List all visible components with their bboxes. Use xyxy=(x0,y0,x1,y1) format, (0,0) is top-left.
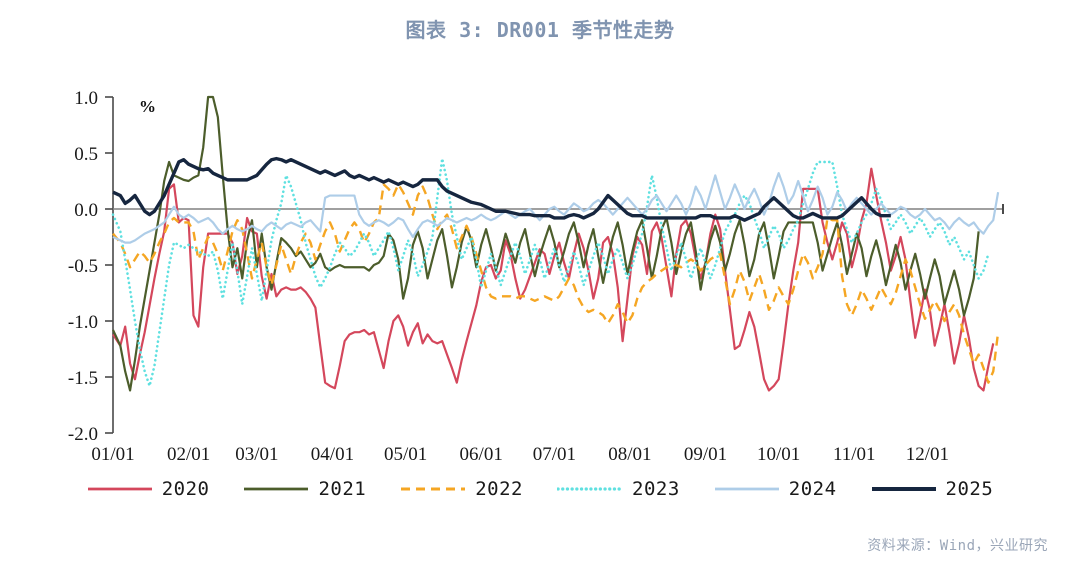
y-axis-tick-label: -0.5 xyxy=(68,256,98,277)
x-axis-tick-label: 05/01 xyxy=(384,444,427,460)
page-title: 图表 3: DR001 季节性走势 xyxy=(405,18,675,42)
plot-area: 1.0 0.5 0.0 -0.5 -1.0 -1.5 -2.0% 01/01 02/01 03/0… xyxy=(0,60,1080,460)
series-line-2022 xyxy=(112,183,1000,384)
legend-swatch-2024 xyxy=(714,487,779,491)
x-axis-tick-label: 08/01 xyxy=(608,444,651,460)
legend-item-2024[interactable]: 2024 xyxy=(714,478,837,500)
x-axis-tick-label: 02/01 xyxy=(167,444,210,460)
x-axis-tick-label: 11/01 xyxy=(833,444,876,460)
x-axis-tick-label: 12/01 xyxy=(906,444,949,460)
source-note: 资料来源：Wind，兴业研究 xyxy=(867,538,1048,554)
legend-label-2020: 2020 xyxy=(161,478,210,500)
legend-swatch-2020 xyxy=(87,487,152,491)
legend-swatch-2023 xyxy=(557,487,623,491)
y-axis-tick-label: 1.0 xyxy=(74,88,98,109)
x-axis-tick-label: 10/01 xyxy=(757,444,800,460)
legend-label-2022: 2022 xyxy=(475,478,523,500)
y-axis-tick-label: -1.5 xyxy=(68,368,98,389)
legend-item-2021[interactable]: 2021 xyxy=(243,478,366,500)
y-axis-tick-label: -2.0 xyxy=(68,424,98,445)
series-line-2020 xyxy=(112,167,995,392)
legend-item-2025[interactable]: 2025 xyxy=(871,478,994,500)
line-chart-svg: 1.0 0.5 0.0 -0.5 -1.0 -1.5 -2.0% 01/01 02/01 03/0… xyxy=(68,88,1004,460)
y-axis-unit-label: % xyxy=(139,97,156,116)
x-axis-tick-label: 04/01 xyxy=(311,444,354,460)
x-axis-tick-label: 01/01 xyxy=(91,444,134,460)
legend-swatch-2025 xyxy=(871,487,936,491)
legend-item-2023[interactable]: 2023 xyxy=(557,478,680,500)
legend-swatch-2022 xyxy=(401,487,466,491)
x-axis-tick-label: 07/01 xyxy=(533,444,576,460)
x-axis-tick-label: 09/01 xyxy=(684,444,727,460)
y-axis-tick-label: 0.5 xyxy=(74,144,98,165)
legend-item-2022[interactable]: 2022 xyxy=(400,478,523,500)
y-axis-tick-label: -1.0 xyxy=(68,312,98,333)
legend-label-2021: 2021 xyxy=(318,478,367,500)
legend-label-2023: 2023 xyxy=(632,478,680,500)
x-axis-tick-label: 03/01 xyxy=(235,444,278,460)
legend-swatch-2021 xyxy=(244,487,309,491)
y-axis-tick-label: 0.0 xyxy=(74,200,98,221)
series-line-2025 xyxy=(112,156,891,222)
legend-label-2025: 2025 xyxy=(945,478,994,500)
legend-label-2024: 2024 xyxy=(788,478,837,500)
series-line-2024 xyxy=(112,172,1000,244)
legend-item-2020[interactable]: 2020 xyxy=(87,478,210,500)
chart-legend: 2020 2021 2022 2023 2024 2025 xyxy=(0,478,1080,500)
x-axis-tick-label: 06/01 xyxy=(460,444,503,460)
